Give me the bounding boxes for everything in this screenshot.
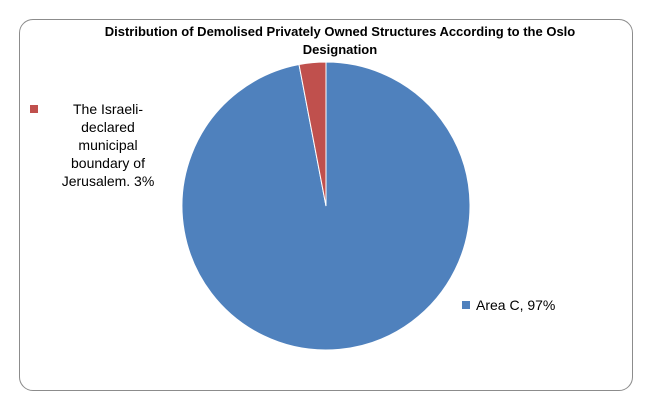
legend-swatch-area-c: [462, 301, 470, 309]
legend-label-area-c: Area C, 97%: [476, 297, 556, 313]
chart-title: Distribution of Demolised Privately Owne…: [104, 24, 576, 57]
legend-line: The Israeli-: [72, 101, 144, 117]
legend-line: boundary of: [71, 155, 145, 171]
legend-line: Jerusalem. 3%: [61, 173, 155, 189]
legend-swatch-jerusalem: [30, 105, 38, 113]
legend-line: municipal: [78, 137, 138, 153]
legend-label-jerusalem: The Israeli- declared municipal boundary…: [48, 100, 168, 190]
legend-line: declared: [81, 119, 135, 135]
pie-slice-jerusalem: [298, 61, 327, 207]
